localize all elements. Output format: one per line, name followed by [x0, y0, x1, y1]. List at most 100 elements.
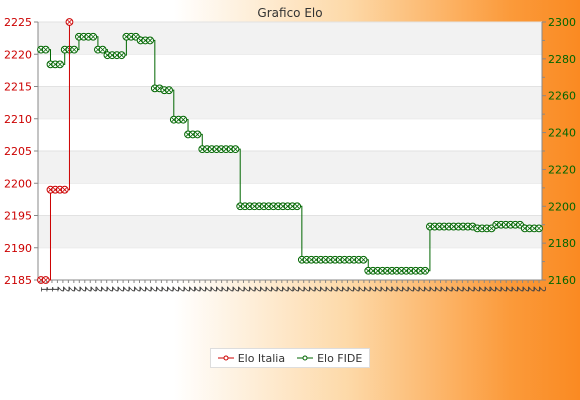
x-tick-label: 2: [323, 286, 334, 292]
point-fide-cross: [422, 268, 428, 274]
x-tick-label: 2: [355, 286, 366, 292]
point-fide-cross: [181, 117, 186, 122]
point-fide-cross: [147, 38, 153, 43]
y-left-tick-label: 2190: [4, 242, 32, 255]
point-fide-cross: [166, 87, 172, 93]
x-tick-label: 2: [372, 286, 383, 292]
x-tick-label: 2: [126, 286, 137, 292]
x-tick-label: 2: [60, 286, 71, 292]
point-italia-cross: [67, 19, 72, 25]
series-layer: [37, 18, 543, 284]
x-tick-label: 2: [437, 286, 448, 292]
x-tick-label: 2: [273, 286, 284, 292]
x-tick-label: 2: [443, 286, 454, 292]
x-tick-label: 2: [82, 286, 93, 292]
x-tick-label: 2: [142, 286, 153, 292]
point-fide: [41, 45, 50, 54]
point-fide-cross: [100, 47, 105, 52]
point-fide-cross: [536, 226, 542, 231]
x-tick-label: 2: [334, 286, 345, 292]
point-italia-cross: [62, 187, 67, 192]
x-tick-label: 2: [87, 286, 98, 292]
x-tick-label: 2: [509, 286, 520, 292]
x-tick-label: 2: [328, 286, 339, 292]
y-right-tick-label: 2200: [548, 200, 576, 213]
x-tick-label: 2: [350, 286, 361, 292]
point-italia: [65, 18, 74, 26]
y-left-tick-label: 2185: [4, 274, 32, 287]
point-fide-cross: [57, 62, 63, 67]
x-tick-label: 2: [492, 286, 503, 292]
x-tick-label: 2: [240, 286, 251, 292]
y-right-tick-label: 2180: [548, 237, 576, 250]
x-tick-label: 2: [399, 286, 410, 292]
x-tick-label: 2: [147, 286, 158, 292]
x-tick-label: 2: [246, 286, 257, 292]
y-right-tick-label: 2220: [548, 163, 576, 176]
x-tick-label: 2: [158, 286, 169, 292]
x-tick-label: 2: [520, 286, 531, 292]
x-tick-label: 2: [339, 286, 350, 292]
x-tick-label: 2: [459, 286, 470, 292]
y-left-tick-label: 2195: [4, 210, 32, 223]
x-tick-label: 2: [416, 286, 427, 292]
point-italia: [60, 185, 69, 194]
x-tick-label: 1: [49, 286, 60, 292]
x-tick-label: 2: [186, 286, 197, 292]
point-fide-cross: [133, 34, 139, 40]
x-tick-label: 2: [312, 286, 323, 292]
point-fide: [165, 86, 173, 95]
x-tick-label: 2: [202, 286, 213, 292]
point-fide-cross: [517, 222, 523, 227]
legend-label-italia: Elo Italia: [237, 351, 286, 365]
plot-band: [38, 151, 542, 184]
x-tick-label: 2: [109, 286, 120, 292]
x-tick-labels: 1112222222222222222222222222222222222222…: [38, 280, 547, 292]
legend-swatch-italia-icon: [217, 355, 234, 361]
x-tick-label: 2: [498, 286, 509, 292]
x-tick-label: 1: [38, 286, 49, 292]
plot-band: [38, 22, 542, 55]
x-tick-label: 2: [279, 286, 290, 292]
legend: Elo Italia Elo FIDE: [210, 348, 370, 368]
x-tick-label: 2: [175, 286, 186, 292]
point-fide-cross: [294, 204, 300, 209]
x-tick-label: 2: [388, 286, 399, 292]
y-left-tick-label: 2210: [4, 113, 32, 126]
x-tick-label: 2: [284, 286, 295, 292]
point-fide: [70, 45, 79, 54]
x-tick-label: 2: [164, 286, 175, 292]
plot-band: [38, 86, 542, 119]
legend-swatch-fide-icon: [297, 355, 314, 361]
chart-title: Grafico Elo: [257, 6, 322, 20]
x-tick-label: 2: [476, 286, 487, 292]
x-tick-label: 2: [344, 286, 355, 292]
point-fide-cross: [90, 34, 96, 40]
x-tick-label: 2: [503, 286, 514, 292]
point-fide-cross: [119, 52, 124, 58]
x-tick-label: 2: [191, 286, 202, 292]
x-tick-label: 2: [120, 286, 131, 292]
x-tick-label: 2: [180, 286, 191, 292]
point-fide: [535, 224, 543, 233]
y-left-tick-label: 2225: [4, 16, 32, 29]
x-tick-label: 2: [366, 286, 377, 292]
x-tick-label: 2: [257, 286, 268, 292]
x-tick-label: 2: [93, 286, 104, 292]
x-tick-label: 2: [153, 286, 164, 292]
x-tick-label: 2: [98, 286, 109, 292]
x-tick-label: 2: [317, 286, 328, 292]
x-tick-label: 2: [262, 286, 273, 292]
x-tick-label: 2: [470, 286, 481, 292]
x-tick-label: 2: [115, 286, 126, 292]
plot-background: [38, 21, 542, 280]
point-fide: [89, 32, 98, 41]
x-tick-label: 2: [410, 286, 421, 292]
x-tick-label: 2: [197, 286, 208, 292]
legend-entry-italia: Elo Italia: [217, 351, 286, 365]
x-tick-label: 2: [213, 286, 224, 292]
y-right-tick-label: 2280: [548, 53, 576, 66]
point-fide: [421, 266, 430, 275]
x-tick-label: 2: [525, 286, 536, 292]
